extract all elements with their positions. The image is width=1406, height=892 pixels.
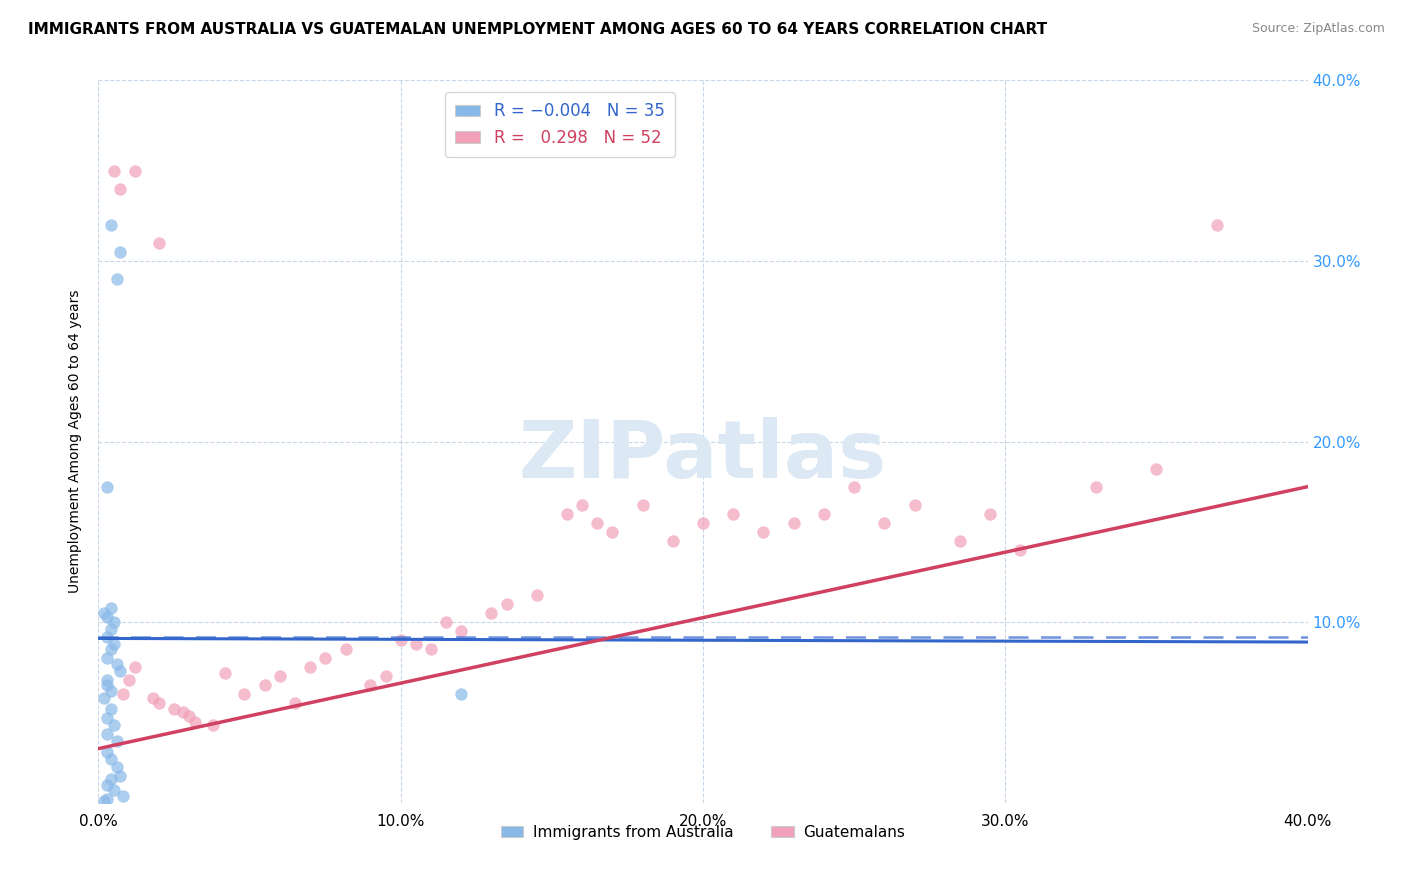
- Point: [93, 606, 115, 620]
- Point: [108, 664, 131, 678]
- Point: [172, 706, 194, 720]
- Point: [179, 709, 201, 723]
- Y-axis label: Unemployment Among Ages 60 to 64 years: Unemployment Among Ages 60 to 64 years: [69, 290, 83, 593]
- Point: [96, 678, 118, 692]
- Point: [904, 498, 927, 512]
- Point: [105, 272, 128, 286]
- Point: [100, 642, 122, 657]
- Point: [299, 660, 322, 674]
- Point: [284, 697, 307, 711]
- Point: [100, 683, 122, 698]
- Point: [96, 609, 118, 624]
- Point: [232, 687, 254, 701]
- Point: [96, 711, 118, 725]
- Point: [100, 218, 122, 232]
- Point: [96, 480, 118, 494]
- Point: [405, 637, 427, 651]
- Point: [105, 657, 128, 671]
- Point: [105, 760, 128, 774]
- Point: [360, 678, 382, 692]
- Point: [495, 597, 517, 611]
- Point: [873, 516, 896, 530]
- Point: [844, 480, 866, 494]
- Point: [148, 697, 170, 711]
- Point: [100, 623, 122, 637]
- Point: [269, 669, 291, 683]
- Point: [105, 734, 128, 748]
- Text: ZIPatlas: ZIPatlas: [519, 417, 887, 495]
- Point: [631, 498, 654, 512]
- Point: [103, 163, 125, 178]
- Point: [118, 673, 141, 687]
- Text: IMMIGRANTS FROM AUSTRALIA VS GUATEMALAN UNEMPLOYMENT AMONG AGES 60 TO 64 YEARS C: IMMIGRANTS FROM AUSTRALIA VS GUATEMALAN …: [28, 22, 1047, 37]
- Point: [93, 794, 115, 808]
- Point: [100, 752, 122, 766]
- Point: [526, 588, 548, 602]
- Point: [103, 637, 125, 651]
- Point: [142, 691, 165, 706]
- Point: [214, 665, 236, 680]
- Point: [96, 778, 118, 792]
- Point: [450, 624, 472, 639]
- Point: [96, 727, 118, 741]
- Point: [723, 507, 745, 521]
- Point: [253, 678, 276, 692]
- Point: [314, 651, 336, 665]
- Point: [100, 772, 122, 787]
- Point: [661, 533, 683, 548]
- Point: [783, 516, 806, 530]
- Point: [420, 642, 443, 657]
- Point: [374, 669, 396, 683]
- Point: [124, 660, 146, 674]
- Text: Source: ZipAtlas.com: Source: ZipAtlas.com: [1251, 22, 1385, 36]
- Point: [602, 524, 624, 539]
- Point: [752, 524, 775, 539]
- Point: [813, 507, 835, 521]
- Point: [949, 533, 972, 548]
- Point: [100, 600, 122, 615]
- Point: [979, 507, 1001, 521]
- Point: [555, 507, 578, 521]
- Point: [96, 630, 118, 644]
- Point: [450, 687, 472, 701]
- Point: [96, 673, 118, 687]
- Point: [108, 769, 131, 783]
- Point: [1085, 480, 1108, 494]
- Point: [1010, 542, 1032, 557]
- Point: [148, 235, 170, 250]
- Point: [163, 702, 186, 716]
- Point: [111, 789, 134, 803]
- Point: [434, 615, 457, 630]
- Point: [692, 516, 714, 530]
- Point: [100, 702, 122, 716]
- Point: [1206, 218, 1229, 232]
- Point: [184, 714, 207, 729]
- Point: [586, 516, 609, 530]
- Point: [335, 642, 357, 657]
- Point: [124, 163, 146, 178]
- Point: [103, 718, 125, 732]
- Point: [103, 783, 125, 797]
- Legend: Immigrants from Australia, Guatemalans: Immigrants from Australia, Guatemalans: [495, 819, 911, 846]
- Point: [93, 691, 115, 706]
- Point: [389, 633, 412, 648]
- Point: [481, 606, 503, 620]
- Point: [111, 687, 134, 701]
- Point: [96, 745, 118, 759]
- Point: [103, 615, 125, 630]
- Point: [96, 651, 118, 665]
- Point: [1144, 461, 1167, 475]
- Point: [96, 792, 118, 806]
- Point: [571, 498, 593, 512]
- Point: [202, 718, 225, 732]
- Point: [108, 244, 131, 259]
- Point: [108, 182, 131, 196]
